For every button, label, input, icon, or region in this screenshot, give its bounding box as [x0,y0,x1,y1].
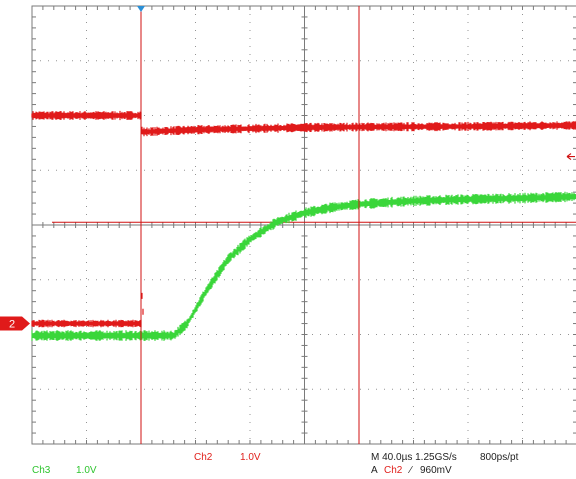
trace-ch3 [31,191,576,341]
ch2-scale: 1.0V [240,452,261,463]
trigger-position-icon [137,6,145,12]
trigger-level: 960mV [420,465,452,476]
graticule-frame [31,5,576,445]
trigger-source: Ch2 [384,465,403,476]
ch3-scale: 1.0V [76,465,97,476]
timebase-readout: M 40.0µs 1.25GS/s [371,452,457,463]
trace-ch2 [31,110,576,137]
ch2-label: Ch2 [194,452,213,463]
ch2-marker-label: 2 [9,319,15,331]
trigger-level-arrow-icon [566,153,575,161]
trace-ch2-segment [31,292,144,328]
trigger-prefix: A [371,465,378,476]
ch2-ground-marker [0,316,30,331]
ch3-label: Ch3 [32,465,51,476]
trigger-slope-icon: ∕ [410,465,412,476]
record-length-readout: 800ps/pt [480,452,519,463]
